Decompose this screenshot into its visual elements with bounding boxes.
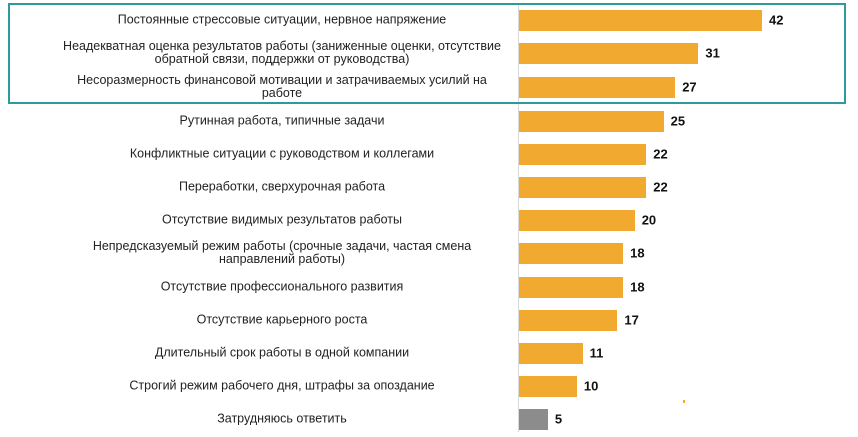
bar — [519, 143, 647, 165]
bar — [519, 9, 762, 31]
value-label: 20 — [641, 212, 657, 228]
highlight-frame — [8, 3, 846, 104]
category-label: Отсутствие видимых результатов работы — [161, 212, 402, 227]
bar — [519, 76, 676, 98]
value-label: 27 — [682, 79, 697, 95]
bar — [519, 176, 647, 198]
value-label: 31 — [705, 45, 720, 61]
value-label: 5 — [554, 411, 563, 427]
category-label: Конфликтные ситуации с руководством и ко… — [129, 146, 435, 161]
value-label: 10 — [583, 378, 599, 394]
category-label: Рутинная работа, типичные задачи — [179, 113, 385, 128]
bar — [519, 242, 624, 264]
category-label: Отсутствие профессионального развития — [160, 279, 404, 294]
bar — [519, 375, 577, 397]
bar — [519, 408, 548, 430]
value-label: 22 — [653, 146, 668, 162]
value-label: 25 — [670, 113, 686, 129]
category-label: Переработки, сверхурочная работа — [178, 179, 386, 194]
bar — [519, 209, 635, 231]
category-label: Неадекватная оценка результатов работы (… — [63, 39, 501, 66]
bar — [519, 342, 583, 364]
category-axis-line — [518, 4, 519, 432]
bar — [519, 42, 699, 64]
bar — [519, 276, 624, 298]
value-label: 18 — [630, 245, 645, 261]
category-label: Несоразмерность финансовой мотивации и з… — [77, 73, 487, 100]
category-label: Строгий режим рабочего дня, штрафы за оп… — [129, 378, 435, 393]
value-label: 11 — [589, 345, 604, 361]
bar — [519, 110, 664, 132]
value-label: 22 — [653, 179, 668, 195]
category-label: Отсутствие карьерного роста — [196, 312, 368, 327]
value-label: 42 — [769, 12, 784, 28]
category-label: Непредсказуемый режим работы (срочные за… — [92, 239, 472, 266]
category-label: Длительный срок работы в одной компании — [154, 345, 410, 360]
value-label: 18 — [630, 279, 645, 295]
stray-mark — [683, 400, 685, 403]
value-label: 17 — [624, 312, 639, 328]
category-label: Затрудняюсь ответить — [217, 411, 347, 426]
bar — [519, 309, 618, 331]
category-label: Постоянные стрессовые ситуации, нервное … — [117, 12, 447, 27]
